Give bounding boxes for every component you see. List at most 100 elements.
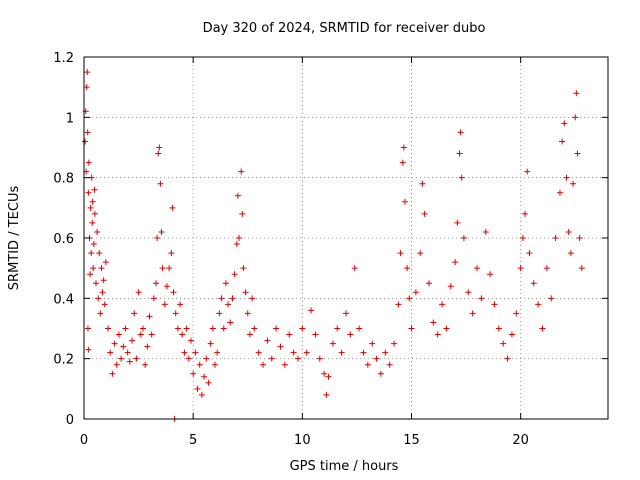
data-point	[201, 373, 208, 380]
data-point	[120, 343, 127, 350]
data-point	[443, 325, 450, 332]
data-point	[93, 280, 100, 287]
data-point	[122, 325, 129, 332]
data-point	[277, 343, 284, 350]
data-point	[356, 325, 363, 332]
data-point	[95, 295, 102, 302]
data-point	[351, 265, 358, 272]
data-point	[234, 192, 241, 199]
data-point	[504, 355, 511, 362]
data-point	[113, 361, 120, 368]
data-point	[196, 361, 203, 368]
data-point	[417, 250, 424, 257]
data-point	[144, 343, 151, 350]
data-point	[91, 210, 98, 217]
data-point	[102, 259, 109, 266]
data-point	[101, 301, 108, 308]
data-point	[286, 331, 293, 338]
data-point	[107, 349, 114, 356]
x-tick-label: 0	[80, 433, 88, 448]
data-point	[454, 219, 461, 226]
data-point	[222, 280, 229, 287]
data-point	[460, 235, 467, 241]
data-point	[124, 349, 131, 356]
data-point	[91, 186, 98, 193]
data-point	[239, 210, 246, 217]
data-point	[519, 235, 526, 241]
data-point	[133, 355, 140, 362]
data-point	[94, 228, 101, 235]
data-point	[563, 174, 570, 181]
y-tick-label: 0	[66, 413, 74, 428]
data-point	[190, 370, 197, 377]
data-point	[118, 355, 125, 362]
data-point	[401, 198, 408, 205]
data-point	[412, 289, 419, 296]
data-point	[465, 289, 472, 296]
data-point	[207, 340, 214, 347]
data-point	[194, 385, 201, 392]
data-point	[421, 210, 428, 217]
y-tick-label: 1	[66, 111, 74, 126]
data-point	[209, 325, 216, 332]
x-tick-label: 20	[512, 433, 529, 448]
data-point	[500, 340, 507, 347]
data-point	[343, 310, 349, 317]
data-point	[159, 265, 166, 272]
data-point	[90, 241, 97, 248]
data-point	[96, 250, 103, 257]
data-point	[174, 325, 181, 332]
grid-lines	[84, 57, 608, 419]
data-point	[439, 301, 446, 308]
data-point	[233, 241, 240, 248]
data-point	[198, 391, 205, 398]
data-point	[85, 346, 92, 353]
data-point	[181, 349, 188, 356]
data-point	[88, 250, 95, 257]
data-point	[576, 235, 583, 241]
data-point	[572, 114, 579, 121]
data-point	[323, 391, 330, 398]
data-point	[98, 265, 105, 272]
data-point	[249, 295, 256, 302]
data-point	[552, 235, 559, 241]
data-point	[242, 289, 249, 296]
data-point	[419, 180, 426, 187]
data-point	[578, 265, 585, 272]
data-point	[153, 280, 160, 287]
data-point	[142, 361, 149, 368]
data-point	[559, 138, 566, 145]
data-point	[82, 138, 89, 145]
data-point	[109, 370, 116, 377]
data-point	[321, 370, 328, 377]
data-point	[290, 349, 297, 356]
data-point	[126, 358, 133, 365]
data-point	[334, 325, 341, 332]
data-point	[364, 361, 371, 368]
data-point	[100, 277, 107, 284]
data-point	[567, 250, 574, 257]
axis-ticks: 0 0.2 0.4 0.6 0.8 1 1.2 0 5 10 15 20	[53, 51, 608, 448]
data-point	[338, 349, 345, 356]
data-point	[478, 295, 485, 302]
data-point	[347, 331, 354, 338]
data-point	[491, 301, 498, 308]
data-point	[456, 150, 463, 157]
data-point	[524, 168, 531, 175]
data-point	[205, 379, 212, 386]
data-point	[231, 271, 238, 278]
data-point	[214, 349, 221, 356]
data-point	[135, 289, 142, 296]
data-point	[236, 235, 243, 241]
data-point	[179, 331, 186, 338]
data-point	[218, 295, 225, 302]
data-point	[408, 325, 415, 332]
data-point	[391, 340, 398, 347]
data-point	[146, 313, 153, 320]
data-point	[299, 325, 306, 332]
data-point	[517, 265, 524, 272]
data-point	[169, 204, 176, 211]
data-point	[89, 219, 96, 226]
data-point	[148, 331, 155, 338]
